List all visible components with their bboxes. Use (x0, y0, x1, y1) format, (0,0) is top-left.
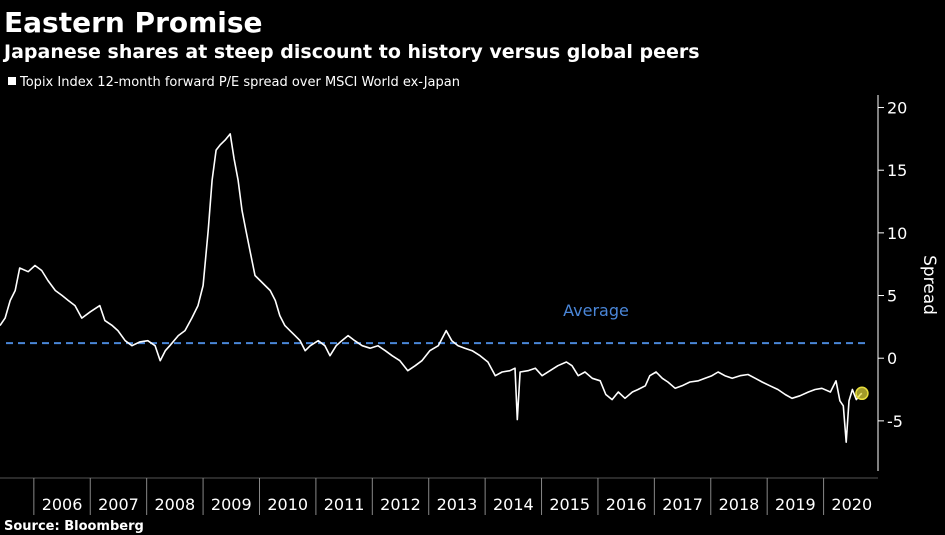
x-tick-label: 2019 (775, 495, 816, 514)
x-tick-label: 2006 (42, 495, 83, 514)
x-tick-label: 2020 (831, 495, 872, 514)
x-tick-label: 2014 (493, 495, 534, 514)
y-tick-label: 20 (887, 99, 907, 118)
y-tick-label: 15 (887, 161, 907, 180)
x-tick-label: 2009 (211, 495, 252, 514)
legend-swatch (8, 77, 16, 85)
x-tick-label: 2018 (719, 495, 760, 514)
y-tick-label: 5 (887, 287, 897, 306)
last-point (855, 386, 869, 401)
x-tick-label: 2015 (549, 495, 590, 514)
x-tick-label: 2012 (380, 495, 421, 514)
x-tick-label: 2017 (662, 495, 703, 514)
legend-label: Topix Index 12-month forward P/E spread … (19, 75, 460, 90)
chart-subtitle: Japanese shares at steep discount to his… (2, 41, 700, 63)
y-axis-label: Spread (919, 255, 939, 315)
x-tick-label: 2016 (606, 495, 647, 514)
chart-title: Eastern Promise (4, 6, 263, 39)
x-tick-label: 2007 (98, 495, 139, 514)
average-label: Average (563, 301, 629, 320)
y-tick-label: -5 (887, 412, 903, 431)
y-tick-label: 0 (887, 349, 897, 368)
y-tick-label: 10 (887, 224, 907, 243)
source: Source: Bloomberg (4, 519, 144, 534)
x-tick-label: 2010 (267, 495, 308, 514)
x-tick-label: 2008 (155, 495, 196, 514)
x-tick-label: 2013 (437, 495, 478, 514)
x-tick-label: 2011 (324, 495, 365, 514)
line-series (0, 133, 863, 443)
